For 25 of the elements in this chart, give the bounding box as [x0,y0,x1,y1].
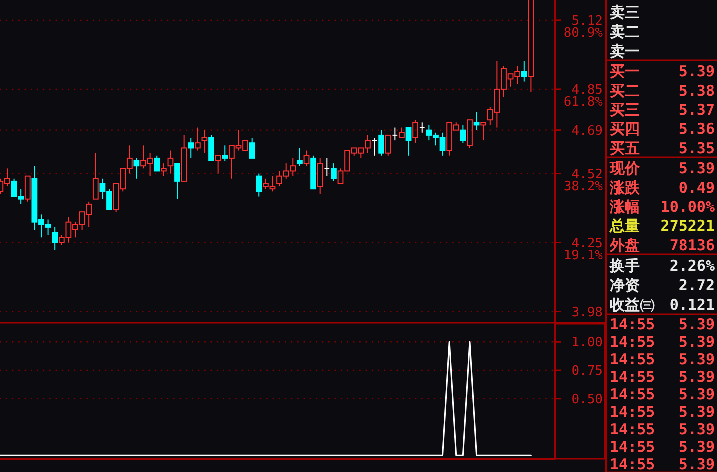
card-row: 14:55 5.39 [610,420,715,438]
card-row: 净资 2.72 [610,276,715,294]
card-row: 外盘 78136 [610,236,715,254]
card-row: 涨跌 0.49 [610,178,715,197]
card-row: 换手 2.26% [610,256,715,275]
card-row: 14:55 5.39 [610,455,715,472]
card-row: 收益㈢ 0.121 [610,296,715,314]
card-row: 14:55 5.39 [610,438,715,456]
card-row: 卖二 [610,23,640,41]
card-row: 买一 5.39 [610,62,715,81]
card-row: 总量 275221 [610,217,715,236]
card-row: 买三 5.37 [610,101,715,119]
card-row: 买五 5.35 [610,139,715,158]
card-row: 卖三 [610,4,640,22]
card-row: 现价 5.39 [610,160,715,178]
card-row: 14:55 5.39 [610,316,715,334]
card-row: 卖一 [610,42,640,60]
card-row: 涨幅 10.00% [610,198,715,216]
card-row: 14:55 5.39 [610,402,715,421]
card-row: 14:55 5.39 [610,333,715,352]
card-row: 买四 5.36 [610,120,715,138]
card-row: 14:55 5.39 [610,350,715,369]
card-row: 买二 5.38 [610,82,715,100]
card-row: 14:55 5.39 [610,368,715,386]
card-row: 14:55 5.39 [610,386,715,404]
